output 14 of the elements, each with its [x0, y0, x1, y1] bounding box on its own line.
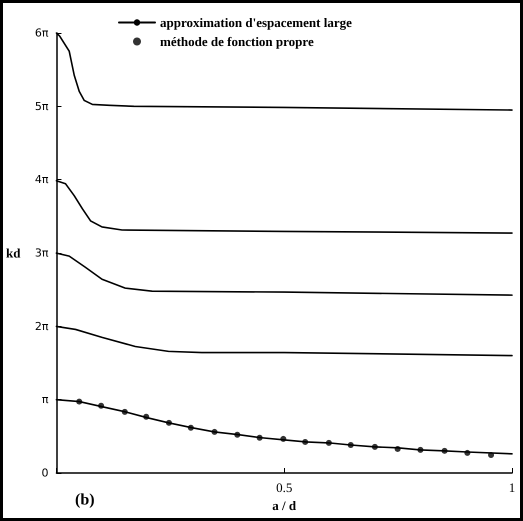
y-tick-label: π: [42, 393, 49, 406]
y-tick-label: 5π: [34, 100, 49, 113]
y-axis-title: kd: [6, 246, 22, 260]
y-tick-label: 2π: [34, 320, 49, 333]
x-tick-label: 0.5: [276, 480, 292, 495]
legend-label: méthode de fonction propre: [160, 34, 314, 49]
y-tick-label: 0: [41, 466, 48, 480]
y-tick-label: 6π: [34, 26, 49, 40]
x-axis-title: a / d: [272, 498, 297, 513]
y-tick-label: 4π: [34, 173, 49, 186]
y-tick-label: 3π: [34, 246, 49, 260]
legend-label: approximation d'espacement large: [160, 15, 352, 30]
text: (b): [75, 492, 95, 508]
x-tick-label: 1: [508, 480, 516, 495]
